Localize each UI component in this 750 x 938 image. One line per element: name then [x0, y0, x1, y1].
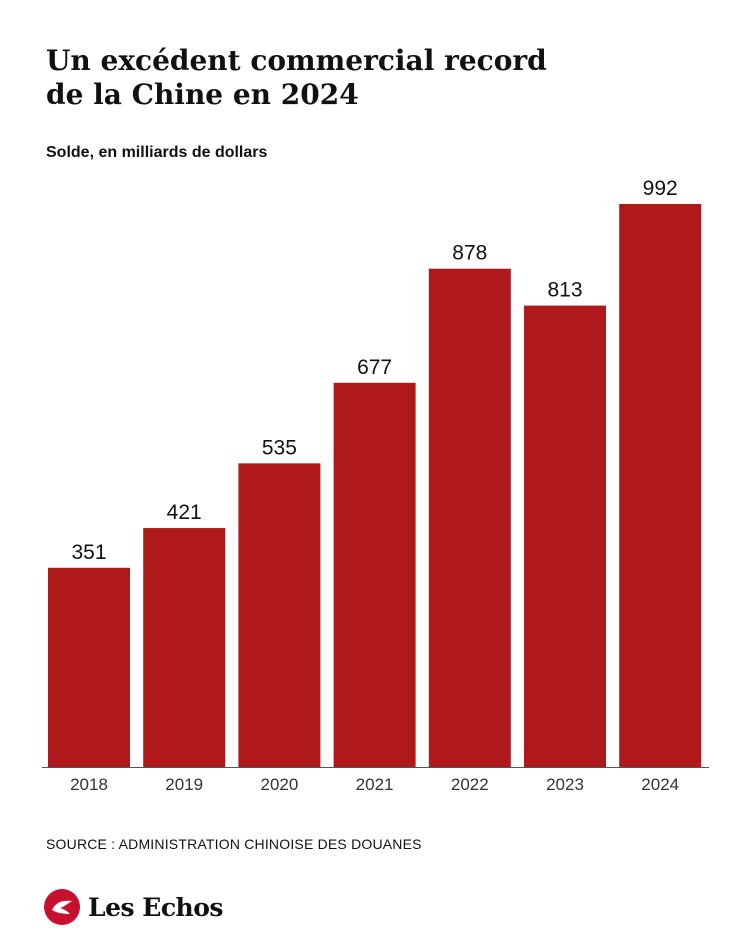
source-note: SOURCE : ADMINISTRATION CHINOISE DES DOU…	[46, 836, 422, 852]
data-label-2022: 878	[452, 242, 487, 265]
data-label-2024: 992	[643, 177, 678, 200]
chart-title: Un excédent commercial record de la Chin…	[46, 44, 706, 112]
x-tick-label-2018: 2018	[70, 775, 108, 794]
x-tick-label-2021: 2021	[356, 775, 394, 794]
bar-2024	[619, 204, 702, 767]
bar-2020	[238, 463, 321, 767]
x-tick-label-2023: 2023	[546, 775, 584, 794]
data-label-2023: 813	[547, 279, 582, 302]
brand-name: Les Echos	[88, 892, 223, 922]
bar-2021	[333, 382, 416, 767]
x-tick-label-2024: 2024	[641, 775, 679, 794]
bar-2023	[524, 305, 606, 767]
brand-logo: Les Echos	[44, 889, 223, 925]
x-tick-label-2019: 2019	[165, 775, 203, 794]
les-echos-logo-icon	[44, 889, 80, 925]
chart-subtitle: Solde, en milliards de dollars	[46, 144, 268, 161]
data-label-2019: 421	[167, 501, 202, 524]
x-tick-label-2020: 2020	[260, 775, 298, 794]
chart-title-line-1: Un excédent commercial record	[46, 44, 547, 77]
bar-chart: 351 2018 421 2019 535 2020 677 2021 878 2022 813 20…	[42, 177, 709, 794]
data-label-2020: 535	[262, 436, 297, 459]
bar-2019	[143, 528, 226, 767]
chart-title-line-2: de la Chine en 2024	[46, 78, 359, 111]
x-tick-label-2022: 2022	[451, 775, 489, 794]
bar-2022	[428, 268, 511, 767]
bar-2018	[48, 567, 130, 767]
data-label-2018: 351	[71, 541, 106, 564]
data-label-2021: 677	[357, 356, 392, 379]
